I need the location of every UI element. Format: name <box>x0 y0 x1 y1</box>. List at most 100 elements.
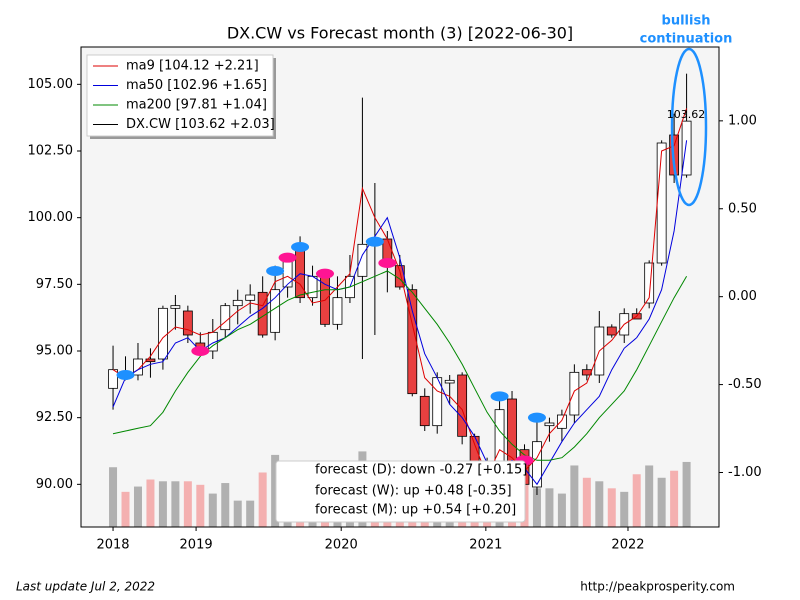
candle-body <box>307 275 318 299</box>
candle-body <box>457 374 468 437</box>
candle-body <box>332 297 343 325</box>
annotation: continuation <box>640 32 733 47</box>
y-tick-label: 105.00 <box>28 77 74 92</box>
legend-label: DX.CW [103.62 +2.03] <box>126 117 275 132</box>
candle-body <box>220 305 231 331</box>
candle-body <box>681 120 692 176</box>
volume-bar <box>233 500 242 527</box>
legend-label: ma9 [104.12 +2.21] <box>126 59 259 74</box>
x-tick-label: 2021 <box>469 538 502 553</box>
candle-body <box>444 379 455 384</box>
volume-bar <box>171 481 180 527</box>
volume-bar <box>595 481 604 527</box>
legend <box>86 54 274 137</box>
volume-bar <box>109 467 118 527</box>
plot-frame <box>80 46 720 528</box>
candle-body <box>108 369 118 389</box>
volume-bar <box>670 470 679 527</box>
volume-bar <box>121 491 130 527</box>
candle-body <box>145 358 156 363</box>
candle-body <box>245 294 256 301</box>
y2-tick-label: -1.00 <box>728 465 762 480</box>
candle-body <box>644 262 655 304</box>
signal-marker <box>191 346 210 356</box>
x-tick-label: 2019 <box>180 538 213 553</box>
volume-bar <box>582 477 591 527</box>
volume-bar <box>570 465 579 527</box>
candle-body <box>133 358 143 376</box>
y2-tick-label: 0.50 <box>728 201 757 216</box>
y2-tick-label: 0.00 <box>728 289 757 304</box>
volume-bar <box>271 454 280 527</box>
y-tick-label: 97.50 <box>36 277 73 292</box>
volume-bar <box>146 479 155 527</box>
forecast-text: forecast (D): down -0.27 [+0.15] <box>315 463 527 478</box>
highlight-ellipse <box>670 47 708 207</box>
y2-tick-label: -0.50 <box>728 377 762 392</box>
volume-bar <box>657 477 666 527</box>
candle-body <box>270 289 281 333</box>
signal-marker <box>278 252 297 263</box>
signal-marker <box>291 242 310 252</box>
candle-body <box>544 422 555 427</box>
candle-body <box>295 246 305 299</box>
y-tick-label: 95.00 <box>36 344 73 359</box>
y-tick-label: 100.00 <box>28 210 74 225</box>
forecast-text: forecast (W): up +0.48 [-0.35] <box>315 484 512 499</box>
signal-marker <box>490 391 509 402</box>
candle-body <box>232 299 243 307</box>
chart-title: DX.CW vs Forecast month (3) [2022-06-30] <box>227 24 573 43</box>
candle-body <box>569 371 580 416</box>
candle-body <box>182 310 193 336</box>
footer-right: http://peakprosperity.com <box>580 580 735 594</box>
volume-bar <box>158 481 167 527</box>
x-tick-label: 2020 <box>325 538 358 553</box>
volume-bar <box>208 493 217 527</box>
y-tick-label: 92.50 <box>36 410 73 425</box>
y-tick-label: 90.00 <box>36 477 73 492</box>
signal-marker <box>527 412 546 423</box>
signal-marker <box>378 258 397 268</box>
annotation: bullish <box>662 14 711 29</box>
volume-bar <box>682 461 691 527</box>
last-value-label: 103.62 <box>667 108 706 121</box>
legend-label: ma50 [102.96 +1.65] <box>126 78 267 93</box>
signal-marker <box>116 370 135 380</box>
volume-bar <box>258 472 267 527</box>
forecast-box <box>275 460 526 523</box>
candle-body <box>606 326 617 336</box>
x-tick-label: 2018 <box>96 538 129 553</box>
volume-bar <box>183 481 192 527</box>
candle-body <box>158 307 168 360</box>
candle-body <box>170 305 181 309</box>
volume-bar <box>246 500 255 527</box>
volume-bar <box>620 491 629 527</box>
volume-bar <box>632 474 641 527</box>
candle-body <box>357 243 368 277</box>
legend-label: ma200 [97.81 +1.04] <box>126 98 267 113</box>
volume-bar <box>557 493 566 527</box>
volume-bar <box>221 483 230 527</box>
y2-tick-label: 1.00 <box>728 113 757 128</box>
footer-left: Last update Jul 2, 2022 <box>16 580 155 594</box>
candle-body <box>282 259 293 288</box>
volume-bar <box>133 486 142 527</box>
forecast-text: forecast (M): up +0.54 [+0.20] <box>315 503 516 518</box>
x-tick-label: 2022 <box>611 538 644 553</box>
volume-bar <box>645 465 654 527</box>
signal-marker <box>316 268 335 279</box>
volume-bar <box>532 488 541 527</box>
signal-marker <box>365 236 384 247</box>
volume-bar <box>607 488 616 527</box>
ma-line <box>112 140 688 486</box>
volume-bar <box>545 488 554 527</box>
volume-bar <box>196 484 205 527</box>
candle-body <box>656 142 667 264</box>
ma-line <box>112 108 688 478</box>
signal-marker <box>266 266 285 276</box>
y-tick-label: 102.50 <box>28 144 74 159</box>
candle-body <box>407 289 418 395</box>
candle-body <box>532 441 542 488</box>
candle-body <box>419 395 430 427</box>
